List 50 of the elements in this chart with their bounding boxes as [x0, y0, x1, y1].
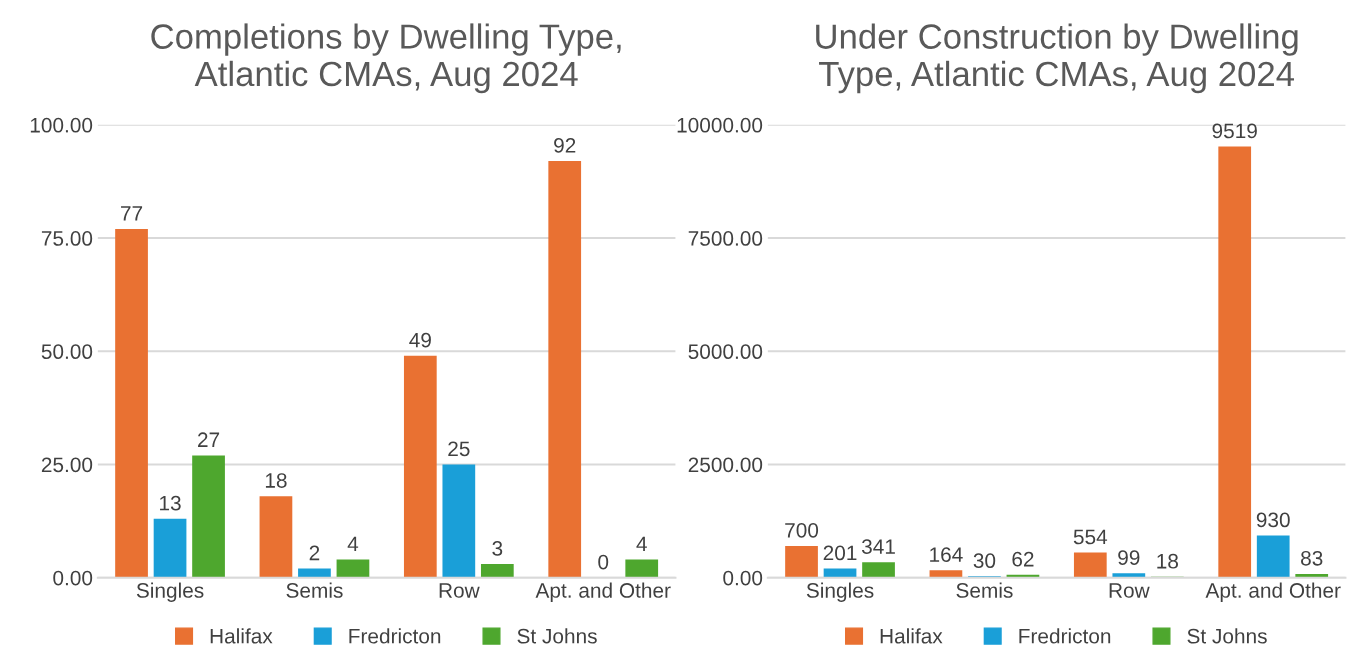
x-tick-label: Row: [439, 583, 480, 598]
data-label: 25: [448, 441, 470, 457]
y-tick-label: 25.00: [41, 457, 93, 473]
data-label: 164: [930, 547, 963, 562]
y-tick-label: 7500.00: [688, 231, 763, 246]
x-tick-label: Apt. and Other: [1205, 582, 1341, 602]
chart-title: Completions by Dwelling Type, Atlantic CMAs, Aug 2024: [151, 23, 621, 94]
data-label: 341: [861, 539, 895, 554]
chart-title: Under Construction by Dwelling Type, Atlantic CMAs, Aug 2024: [816, 23, 1298, 94]
x-tick-label: Semis: [286, 582, 343, 598]
data-label: 554: [1073, 529, 1108, 545]
y-tick-label: 100.00: [30, 117, 93, 133]
data-label: 77: [121, 206, 143, 221]
x-tick-label: Semis: [956, 582, 1013, 598]
legend-label: Fredricton: [349, 628, 441, 644]
legend-label: St Johns: [1187, 628, 1267, 644]
x-tick-label: Row: [1109, 583, 1150, 598]
legend-label: Fredricton: [1019, 628, 1111, 644]
x-tick-label: Singles: [136, 582, 204, 602]
data-label: 0: [598, 554, 609, 570]
data-label: 99: [1118, 550, 1140, 565]
data-label: 3: [492, 541, 503, 556]
x-tick-label: Apt. and Other: [535, 582, 671, 602]
data-label: 92: [554, 138, 576, 153]
y-tick-label: 75.00: [41, 231, 93, 246]
y-tick-label: 5000.00: [688, 344, 763, 360]
data-label: 27: [198, 432, 220, 447]
data-label: 930: [1256, 512, 1290, 528]
legend-label: Halifax: [880, 628, 943, 644]
data-label: 201: [823, 545, 857, 561]
y-tick-label: 0.00: [723, 570, 763, 586]
x-tick-label: Singles: [806, 582, 874, 602]
legend-label: St Johns: [517, 628, 597, 644]
y-tick-label: 0.00: [53, 570, 93, 586]
y-tick-label: 2500.00: [688, 457, 763, 473]
data-label: 9519: [1212, 123, 1257, 139]
data-label: 30: [973, 553, 996, 569]
data-label: 62: [1012, 551, 1034, 567]
data-label: 49: [409, 332, 431, 348]
data-label: 4: [636, 536, 647, 552]
data-label: 700: [785, 522, 819, 538]
legend-label: Halifax: [210, 628, 273, 644]
data-label: 2: [309, 545, 320, 561]
data-label: 18: [1157, 553, 1179, 569]
data-label: 4: [347, 536, 359, 552]
data-label: 18: [265, 473, 287, 488]
data-label: 83: [1301, 550, 1323, 566]
y-tick-label: 10000.00: [677, 117, 763, 133]
data-label: 13: [160, 495, 181, 511]
y-tick-label: 50.00: [41, 344, 93, 360]
